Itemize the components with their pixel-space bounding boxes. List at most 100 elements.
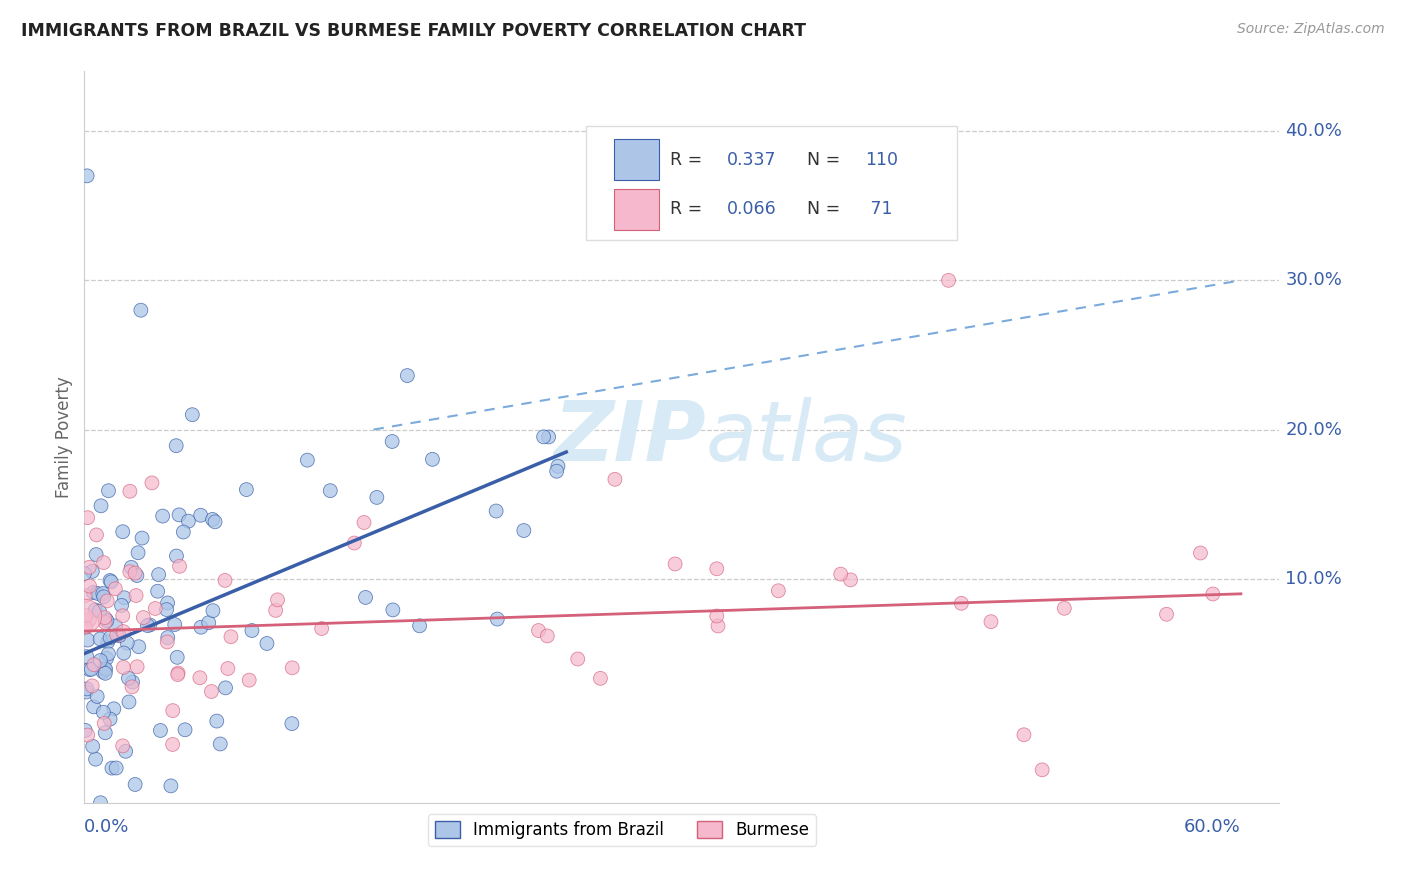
Point xyxy=(121,675,143,690)
Point xyxy=(86,586,108,600)
Text: 0.337: 0.337 xyxy=(727,151,778,169)
Text: N =: N = xyxy=(807,151,846,169)
Point xyxy=(319,483,342,498)
Text: 110: 110 xyxy=(865,151,898,169)
Point xyxy=(381,434,404,449)
Point xyxy=(167,508,190,522)
Point xyxy=(98,574,121,588)
Point xyxy=(112,624,135,639)
Point xyxy=(115,636,138,650)
Point xyxy=(156,635,179,649)
Point xyxy=(1202,587,1225,601)
Point xyxy=(152,509,174,524)
Point xyxy=(82,739,104,754)
Point xyxy=(181,408,204,422)
Bar xyxy=(614,139,659,179)
Text: 30.0%: 30.0% xyxy=(1285,271,1343,289)
Point xyxy=(980,615,1002,629)
Point xyxy=(100,574,122,589)
Point xyxy=(127,659,149,673)
Point xyxy=(166,667,188,681)
Point xyxy=(76,169,98,183)
Text: 40.0%: 40.0% xyxy=(1285,122,1343,140)
Point xyxy=(94,666,117,681)
FancyBboxPatch shape xyxy=(586,126,957,240)
Point xyxy=(214,681,236,695)
Legend: Immigrants from Brazil, Burmese: Immigrants from Brazil, Burmese xyxy=(427,814,817,846)
Point xyxy=(141,475,163,490)
Point xyxy=(111,608,134,623)
Point xyxy=(353,516,375,530)
Point xyxy=(297,453,319,467)
Point xyxy=(91,665,114,679)
Text: 60.0%: 60.0% xyxy=(1184,818,1241,836)
Point xyxy=(603,472,626,486)
Point xyxy=(127,546,149,560)
Point xyxy=(75,620,97,634)
Point xyxy=(73,609,96,624)
Point xyxy=(124,777,146,791)
Point xyxy=(105,761,128,775)
Point xyxy=(129,303,152,318)
Point xyxy=(93,716,115,731)
Point xyxy=(93,590,115,604)
Point xyxy=(830,567,852,582)
Point xyxy=(79,579,101,593)
Point xyxy=(238,673,260,688)
Point xyxy=(96,613,118,627)
Point xyxy=(136,618,159,632)
Point xyxy=(132,610,155,624)
Text: R =: R = xyxy=(671,201,707,219)
Point xyxy=(125,568,148,582)
Point xyxy=(98,712,121,726)
Point xyxy=(311,622,333,636)
Point xyxy=(82,679,104,693)
Point xyxy=(80,662,103,676)
Point xyxy=(103,702,125,716)
Point xyxy=(96,594,118,608)
Text: Source: ZipAtlas.com: Source: ZipAtlas.com xyxy=(1237,22,1385,37)
Point xyxy=(486,612,509,626)
Point xyxy=(664,557,686,571)
Point xyxy=(83,657,105,672)
Y-axis label: Family Poverty: Family Poverty xyxy=(55,376,73,498)
Point xyxy=(101,761,124,775)
Point xyxy=(166,650,188,665)
Point xyxy=(82,564,104,578)
Point xyxy=(155,602,177,616)
Point xyxy=(90,499,112,513)
Point xyxy=(76,649,98,664)
Point xyxy=(839,573,862,587)
Point xyxy=(706,562,728,576)
Point xyxy=(91,586,114,600)
Point xyxy=(188,671,211,685)
Point xyxy=(240,624,263,638)
Point xyxy=(75,723,97,738)
Point xyxy=(149,723,172,738)
Point xyxy=(83,699,105,714)
Point xyxy=(128,640,150,654)
Point xyxy=(546,464,568,478)
Point xyxy=(706,609,728,624)
Point xyxy=(160,779,183,793)
Point xyxy=(167,666,190,681)
Point xyxy=(73,566,96,581)
Point xyxy=(156,631,179,645)
Point xyxy=(112,591,135,605)
Point xyxy=(89,796,111,810)
Point xyxy=(707,619,730,633)
Text: 10.0%: 10.0% xyxy=(1285,570,1341,588)
Point xyxy=(112,646,135,660)
Point xyxy=(79,663,101,677)
Point xyxy=(217,661,239,675)
Point xyxy=(82,585,104,599)
Point xyxy=(96,651,118,665)
Text: atlas: atlas xyxy=(706,397,907,477)
Point xyxy=(93,556,115,570)
Point xyxy=(197,615,219,630)
Point xyxy=(76,633,98,648)
Point xyxy=(146,584,169,599)
Point xyxy=(111,524,134,539)
Point xyxy=(97,483,120,498)
Point xyxy=(201,604,224,618)
